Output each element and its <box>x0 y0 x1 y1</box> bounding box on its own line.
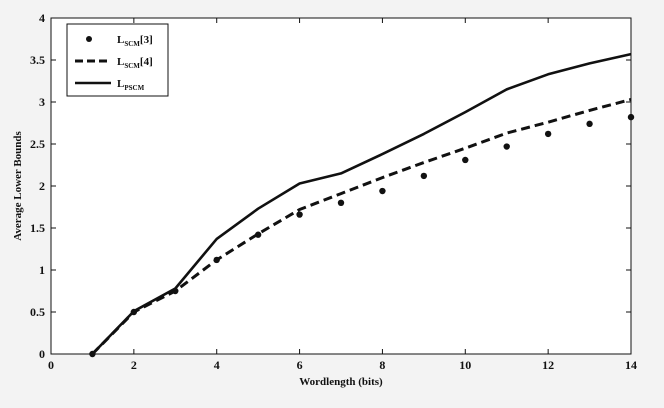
series-0-point <box>503 143 510 150</box>
series-0-point <box>544 130 552 138</box>
legend-marker-0 <box>86 36 92 42</box>
series-0-point <box>296 211 303 218</box>
y-tick-label: 0 <box>39 347 45 361</box>
series-0-point <box>379 187 386 195</box>
y-tick-label: 3 <box>39 95 45 109</box>
x-axis-title: Wordlength (bits) <box>299 376 383 388</box>
y-tick-label: 3.5 <box>30 53 45 67</box>
x-tick-label: 14 <box>625 358 637 372</box>
series-0-point <box>586 120 593 128</box>
legend-label-2: LPSCM <box>117 78 145 92</box>
y-tick-label: 2 <box>39 179 45 193</box>
y-tick-label: 1 <box>39 263 45 277</box>
y-axis-title: Average Lower Bounds <box>12 130 24 240</box>
x-tick-label: 2 <box>131 358 137 372</box>
x-tick-label: 4 <box>214 358 220 372</box>
series-0-point <box>420 172 428 180</box>
series-2-line <box>91 52 632 355</box>
series-1-line <box>91 98 632 356</box>
series-0-point <box>337 199 345 206</box>
x-tick-label: 10 <box>459 358 471 372</box>
x-tick-label: 12 <box>542 358 554 372</box>
series-0-point <box>462 156 469 164</box>
x-tick-label: 6 <box>297 358 303 372</box>
x-tick-label: 8 <box>379 358 385 372</box>
legend-label-1: LSCM[4] <box>117 56 153 70</box>
legend-label-0: LSCM[3] <box>117 34 153 48</box>
legend: LSCM[3] LSCM[4] LPSCM <box>66 23 169 97</box>
x-tick-label: 0 <box>48 358 54 372</box>
y-tick-label: 2.5 <box>30 137 45 151</box>
y-tick-label: 4 <box>39 11 45 25</box>
y-tick-label: 0.5 <box>30 305 45 319</box>
y-tick-label: 1.5 <box>30 221 45 235</box>
